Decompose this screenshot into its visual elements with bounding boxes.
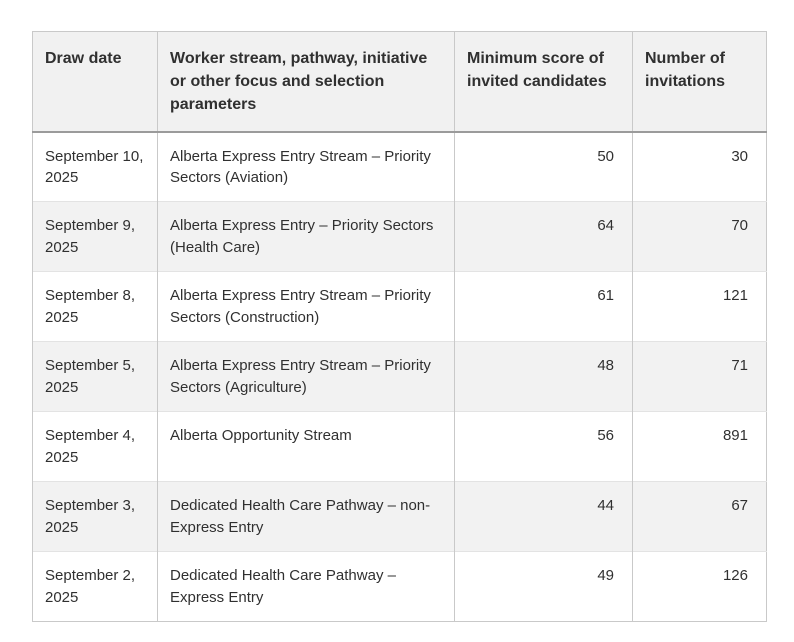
table-header: Draw date Worker stream, pathway, initia… <box>32 31 767 133</box>
invitations-cell: 70 <box>632 201 767 272</box>
draws-table-container: Draw date Worker stream, pathway, initia… <box>32 31 767 623</box>
stream-cell: Alberta Express Entry Stream – Priority … <box>157 131 455 202</box>
score-cell: 64 <box>454 201 633 272</box>
stream-cell: Alberta Opportunity Stream <box>157 411 455 482</box>
table-row: September 2, 2025 Dedicated Health Care … <box>32 551 767 622</box>
table-row: September 4, 2025 Alberta Opportunity St… <box>32 411 767 482</box>
draw-date-cell: September 10, 2025 <box>32 131 158 202</box>
stream-cell: Alberta Express Entry – Priority Sectors… <box>157 201 455 272</box>
draw-date-cell: September 2, 2025 <box>32 551 158 622</box>
score-cell: 56 <box>454 411 633 482</box>
score-cell: 48 <box>454 341 633 412</box>
draw-date-cell: September 5, 2025 <box>32 341 158 412</box>
draw-date-cell: September 4, 2025 <box>32 411 158 482</box>
table-row: September 3, 2025 Dedicated Health Care … <box>32 481 767 552</box>
invitations-cell: 67 <box>632 481 767 552</box>
draw-date-cell: September 3, 2025 <box>32 481 158 552</box>
column-header-draw-date: Draw date <box>32 31 158 133</box>
stream-cell: Alberta Express Entry Stream – Priority … <box>157 271 455 342</box>
score-cell: 44 <box>454 481 633 552</box>
stream-cell: Dedicated Health Care Pathway – non-Expr… <box>157 481 455 552</box>
draws-table: Draw date Worker stream, pathway, initia… <box>32 31 767 623</box>
table-body: September 10, 2025 Alberta Express Entry… <box>32 131 767 622</box>
header-row: Draw date Worker stream, pathway, initia… <box>32 31 767 133</box>
invitations-cell: 121 <box>632 271 767 342</box>
table-row: September 9, 2025 Alberta Express Entry … <box>32 201 767 272</box>
stream-cell: Dedicated Health Care Pathway – Express … <box>157 551 455 622</box>
score-cell: 61 <box>454 271 633 342</box>
invitations-cell: 71 <box>632 341 767 412</box>
column-header-worker-stream: Worker stream, pathway, initiative or ot… <box>157 31 455 133</box>
score-cell: 49 <box>454 551 633 622</box>
table-row: September 5, 2025 Alberta Express Entry … <box>32 341 767 412</box>
draw-date-cell: September 8, 2025 <box>32 271 158 342</box>
invitations-cell: 891 <box>632 411 767 482</box>
table-row: September 8, 2025 Alberta Express Entry … <box>32 271 767 342</box>
invitations-cell: 30 <box>632 131 767 202</box>
invitations-cell: 126 <box>632 551 767 622</box>
column-header-number-of-invitations: Number of invitations <box>632 31 767 133</box>
score-cell: 50 <box>454 131 633 202</box>
column-header-minimum-score: Minimum score of invited candidates <box>454 31 633 133</box>
stream-cell: Alberta Express Entry Stream – Priority … <box>157 341 455 412</box>
table-row: September 10, 2025 Alberta Express Entry… <box>32 131 767 202</box>
draw-date-cell: September 9, 2025 <box>32 201 158 272</box>
